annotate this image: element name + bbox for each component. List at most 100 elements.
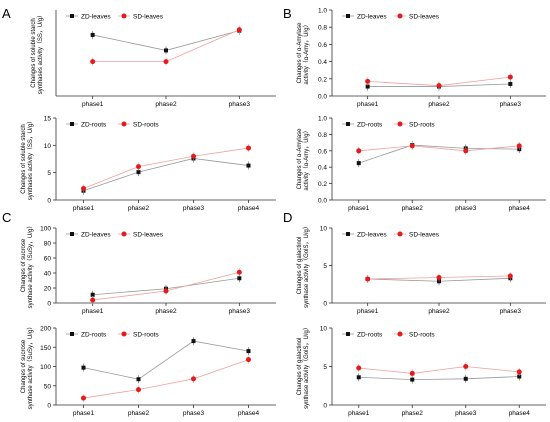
chart-c-top: 100 80 60 40 20 0 phase1 phase2 phase3 Changes of… <box>21 223 276 315</box>
y-tick-label: 100 <box>40 364 51 371</box>
y-tick-label: 0.0 <box>318 94 327 101</box>
y-tick-label: 0.2 <box>318 181 327 188</box>
legend-label-sd-leaves: SD-leaves <box>133 232 164 239</box>
panel-letter-d: D <box>283 210 292 225</box>
x-tick-label: phase2 <box>155 308 177 315</box>
data-point-sd-roots <box>191 153 196 159</box>
x-tick-label: phase1 <box>357 101 379 108</box>
y-axis-title: synthase activity（GolS，U/g） <box>303 223 310 308</box>
y-tick-label: 5 <box>323 364 327 371</box>
x-tick-label: phase3 <box>183 205 205 212</box>
x-tick-label: phase3 <box>455 410 477 417</box>
data-point-zd-roots <box>517 374 522 379</box>
x-tick-label: phase4 <box>238 410 260 417</box>
data-point-zd-roots <box>463 376 468 381</box>
y-tick-label: 50 <box>44 383 52 390</box>
data-point-sd-roots <box>516 369 522 375</box>
y-axis-title: synthases activity（SS，U/g） <box>27 118 34 200</box>
legend-marker <box>346 232 350 236</box>
data-point-zd-roots <box>410 377 415 382</box>
legend-marker <box>346 14 350 18</box>
legend-label-sd-leaves: SD-leaves <box>409 232 440 239</box>
y-axis-title: Changes of galactinol <box>297 237 303 295</box>
y-tick-label: 40 <box>44 271 52 278</box>
y-tick-label: 10 <box>320 226 328 233</box>
y-tick-label: 200 <box>40 326 51 333</box>
legend-label-zd-roots: ZD-roots <box>357 122 383 129</box>
x-tick-label: phase3 <box>500 308 522 315</box>
data-point-sd-roots <box>81 186 86 192</box>
y-tick-label: 0 <box>323 301 327 308</box>
chart-c-bottom: 200 150 100 50 0 phase1 phase2 phase3 phase4 Chan… <box>21 324 276 417</box>
legend-marker <box>70 232 74 236</box>
data-point-sd-roots <box>516 143 522 149</box>
data-point-zd-roots <box>136 170 141 175</box>
y-axis-title: Changes of α-Amylase <box>297 128 303 189</box>
panel-letter-a: A <box>2 6 11 21</box>
data-point-sd-roots <box>136 164 141 170</box>
data-point-zd-roots <box>356 161 361 166</box>
x-tick-label: phase2 <box>128 205 150 212</box>
y-tick-label: 0 <box>323 403 327 410</box>
y-tick-label: 0.0 <box>318 198 327 205</box>
data-point-sd-leaves <box>507 74 513 80</box>
legend-label-zd-roots: ZD-roots <box>81 332 107 339</box>
legend-label-sd-leaves: SD-leaves <box>409 14 440 21</box>
data-point-zd-roots <box>246 163 251 168</box>
x-tick-label: phase3 <box>229 308 251 315</box>
legend-marker <box>70 332 74 336</box>
data-point-zd-roots <box>81 365 86 370</box>
x-tick-label: phase1 <box>348 410 370 417</box>
legend-label-sd-roots: SD-roots <box>133 332 159 339</box>
x-tick-label: phase2 <box>128 410 150 417</box>
series-line-sd-roots <box>358 145 520 152</box>
y-axis-title: Changes of sucrose <box>21 339 27 393</box>
legend-label-sd-leaves: SD-leaves <box>133 14 164 21</box>
legend-marker <box>346 122 350 126</box>
data-point-sd-leaves <box>90 59 96 65</box>
y-tick-label: 100 <box>40 226 51 233</box>
data-point-sd-roots <box>246 145 251 151</box>
legend-label-sd-roots: SD-roots <box>133 122 159 129</box>
y-axis-title: Changes of α-Amylase <box>297 22 303 83</box>
x-tick-label: phase1 <box>73 205 95 212</box>
data-point-sd-leaves <box>436 83 442 89</box>
series-line-sd-leaves <box>92 29 240 62</box>
x-tick-label: phase1 <box>357 308 379 315</box>
y-axis-title: activity（α-Amy，U/g） <box>303 21 310 84</box>
y-tick-label: 0.6 <box>318 148 327 155</box>
data-point-zd-leaves <box>164 48 168 53</box>
data-point-zd-roots <box>191 339 196 344</box>
data-point-sd-roots <box>463 364 469 369</box>
data-point-sd-leaves <box>236 27 242 33</box>
data-point-zd-leaves <box>365 84 370 89</box>
y-tick-label: 0 <box>47 403 51 410</box>
y-axis-title: synthase activity（GolS，U/g） <box>303 324 310 409</box>
plots-layer: phase1 phase2 phase3 Changes of soluble sta… <box>21 8 546 417</box>
y-tick-label: 20 <box>44 286 52 293</box>
series-line-sd-roots <box>83 359 249 399</box>
series-line-zd-roots <box>358 376 520 380</box>
x-tick-label: phase1 <box>73 410 95 417</box>
data-point-sd-leaves <box>365 78 371 84</box>
data-point-sd-leaves <box>236 269 242 275</box>
data-point-sd-roots <box>463 148 469 154</box>
data-point-sd-roots <box>356 148 362 154</box>
chart-a-bottom: 0 5 10 15 phase1 phase2 phase3 phase4 Changes of… <box>21 116 276 212</box>
y-tick-label: 5 <box>323 263 327 270</box>
y-axis-title: Changes of soluble starch <box>31 18 37 87</box>
data-point-sd-roots <box>356 365 362 371</box>
legend-marker <box>346 332 350 336</box>
legend-label-zd-leaves: ZD-leaves <box>81 14 111 21</box>
y-axis-title: Changes of galactinol <box>297 338 303 396</box>
y-tick-label: 10 <box>44 143 52 150</box>
y-tick-label: 0.4 <box>318 165 327 172</box>
y-tick-label: 0.4 <box>318 59 327 66</box>
x-tick-label: phase4 <box>509 410 531 417</box>
data-point-sd-roots <box>136 387 141 393</box>
chart-a-top: phase1 phase2 phase3 Changes of soluble sta… <box>31 10 276 108</box>
series-line-zd-roots <box>83 158 249 192</box>
series-line-zd-roots <box>83 340 249 380</box>
legend-marker <box>121 331 127 337</box>
y-tick-label: 150 <box>40 345 51 352</box>
